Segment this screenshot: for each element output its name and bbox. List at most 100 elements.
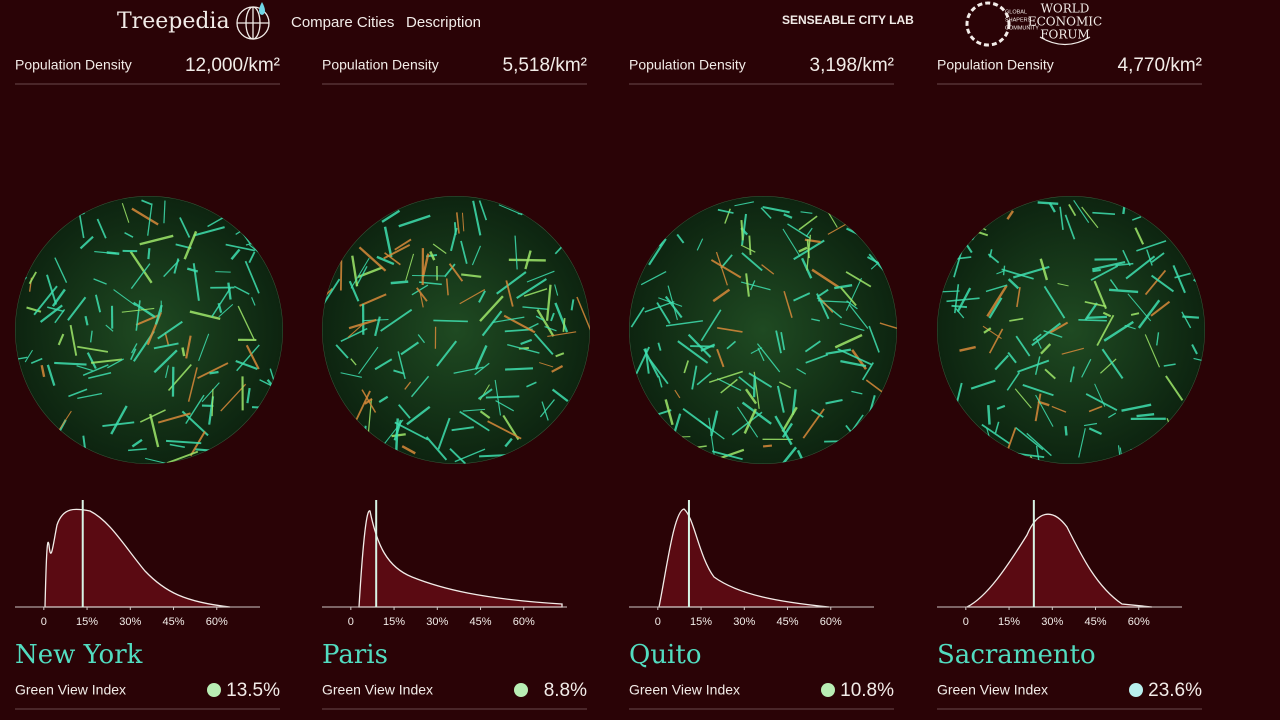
map-street [26, 306, 42, 313]
map-street [157, 412, 191, 424]
map-street [77, 345, 109, 353]
x-tick-label: 60% [206, 616, 228, 628]
city-name[interactable]: Sacramento [937, 640, 1096, 670]
map-street [121, 203, 130, 223]
map-street [1163, 363, 1176, 367]
map-street [198, 333, 210, 361]
map-street [173, 258, 180, 274]
city-map[interactable] [0, 196, 290, 480]
map-street [248, 251, 256, 264]
nav-link[interactable]: Description [406, 14, 481, 31]
shapers-logo[interactable] [965, 1, 1011, 47]
map-street [1007, 351, 1017, 364]
map-street [854, 454, 874, 464]
map-street [1014, 388, 1032, 409]
x-tick-label: 0 [963, 616, 969, 628]
map-street [472, 200, 482, 236]
map-street [1083, 422, 1098, 427]
map-street [374, 358, 393, 371]
map-street [1064, 214, 1076, 240]
city-name[interactable]: Paris [322, 640, 388, 670]
wef-text[interactable]: FORUM [1040, 28, 1090, 42]
map-street [738, 376, 755, 391]
logo[interactable]: Treepedia [117, 9, 230, 34]
map-street [383, 226, 393, 258]
map-street [520, 199, 535, 216]
map-street [416, 287, 428, 302]
map-street [981, 423, 1011, 445]
map-street [1130, 312, 1140, 316]
map-street [40, 364, 46, 378]
map-street [816, 293, 830, 320]
map-street [937, 216, 964, 226]
map-street [1121, 403, 1152, 412]
wef-text[interactable]: WORLD [1041, 2, 1090, 16]
map-street [93, 278, 107, 285]
map-street [165, 439, 202, 445]
map-street [1099, 358, 1117, 374]
map-street [154, 304, 163, 325]
map-street [780, 332, 786, 351]
map-street [937, 391, 950, 427]
map-street [991, 456, 999, 464]
city-name[interactable]: Quito [629, 640, 701, 670]
map-street [393, 369, 405, 375]
city-map[interactable] [932, 196, 1228, 497]
map-street [554, 284, 559, 296]
map-street [656, 302, 671, 325]
map-street [748, 235, 752, 256]
map-street [745, 273, 750, 297]
map-street [437, 417, 451, 450]
map-street [762, 444, 773, 448]
map-street [1172, 264, 1186, 294]
map-street [539, 399, 555, 418]
map-street [545, 284, 552, 321]
map-street [570, 299, 575, 311]
map-street [868, 325, 880, 353]
map-street [110, 405, 128, 435]
map-street [505, 367, 534, 371]
map-street [460, 240, 468, 264]
map-street [717, 327, 743, 333]
map-street [378, 395, 389, 403]
map-street [459, 410, 490, 432]
map-street [987, 405, 991, 425]
map-street [68, 388, 88, 398]
map-street [474, 344, 488, 370]
wef-text[interactable]: ECONOMIC [1028, 15, 1102, 29]
city-map[interactable] [625, 196, 910, 482]
map-street [690, 345, 715, 348]
map-street [135, 300, 141, 331]
density-label: Population Density [322, 57, 439, 73]
map-street [1015, 335, 1031, 357]
map-street [522, 306, 549, 311]
map-street [496, 271, 527, 295]
city-name[interactable]: New York [15, 640, 143, 670]
map-street [350, 257, 370, 289]
city-map[interactable] [304, 196, 608, 473]
nav-link[interactable]: Compare Cities [291, 14, 394, 31]
map-street [848, 304, 869, 329]
map-street [536, 309, 555, 337]
map-street [1134, 227, 1145, 245]
lab-logo[interactable]: SENSEABLE CITY LAB [782, 13, 914, 27]
map-street [817, 300, 849, 303]
map-street [130, 263, 151, 290]
drop-icon [259, 2, 265, 15]
gvi-label: Green View Index [322, 682, 433, 698]
map-street [782, 228, 801, 257]
x-tick-label: 0 [655, 616, 661, 628]
map-street [1130, 449, 1157, 454]
map-street [761, 264, 775, 275]
city-column: Population Density 5,518/km² 0 15% 30% 45% 60%… [304, 55, 608, 710]
distribution-curve [358, 510, 563, 608]
map-street [791, 389, 797, 415]
map-street [1188, 207, 1205, 219]
map-street [1035, 394, 1054, 427]
map-street [1017, 359, 1050, 373]
header: Treepedia Compare Cities Description SEN… [117, 1, 1102, 47]
map-street [1165, 433, 1196, 442]
map-street [716, 378, 742, 392]
map-street [683, 360, 690, 374]
gvi-label: Green View Index [629, 682, 740, 698]
